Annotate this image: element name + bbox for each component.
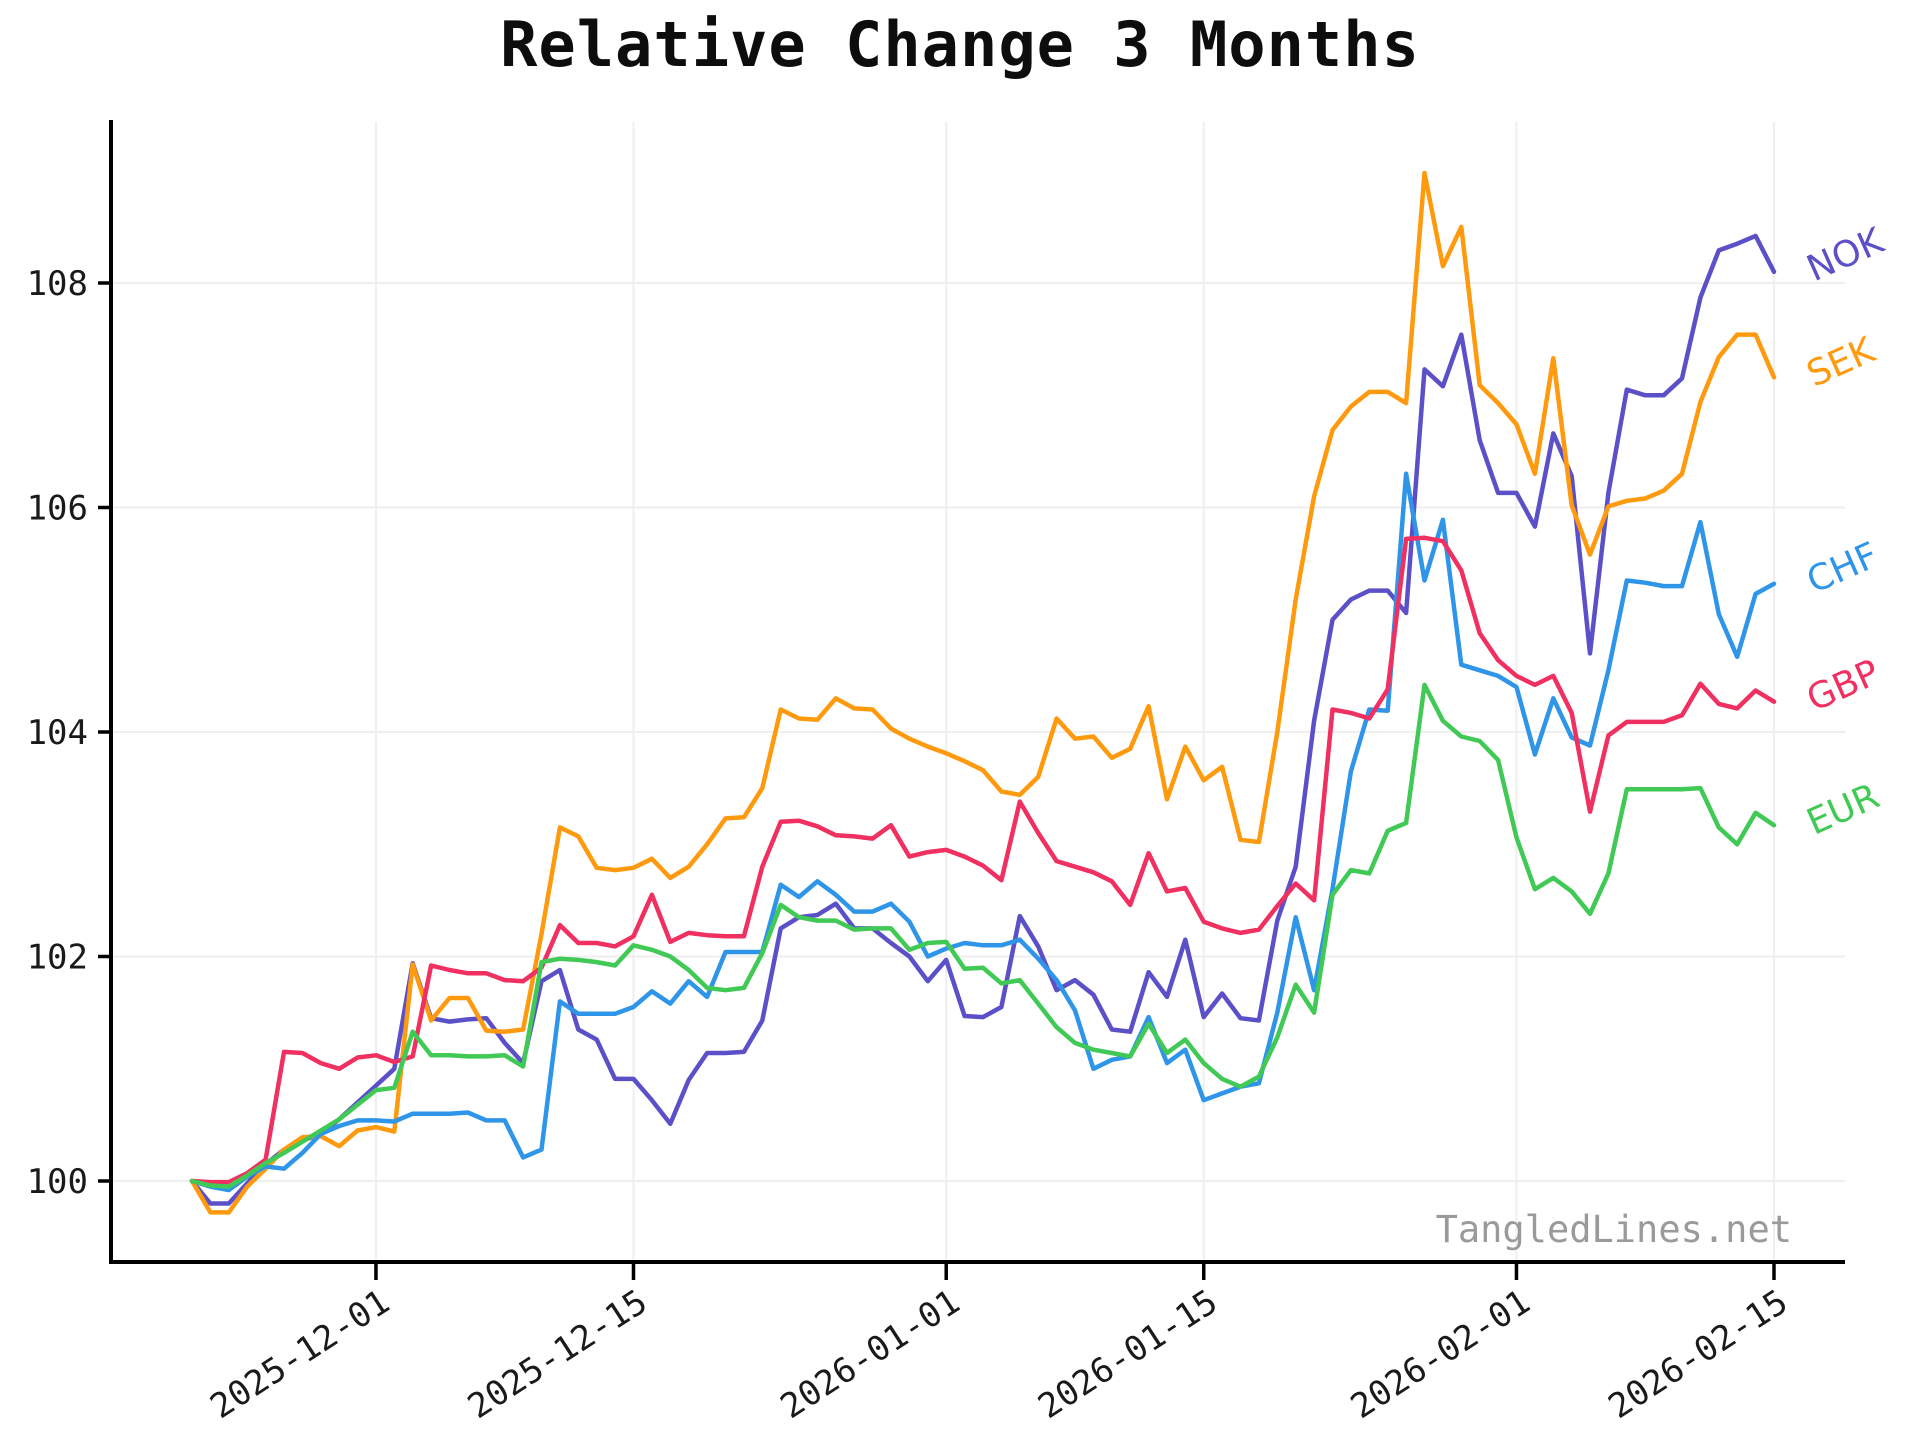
y-tick-label: 106 xyxy=(27,489,88,529)
series-line-gbp xyxy=(189,535,1777,1185)
y-tick-label: 100 xyxy=(27,1162,88,1202)
watermark-text: TangledLines.net xyxy=(1435,1208,1792,1251)
legend-label-gbp: GBP xyxy=(1801,652,1886,720)
legend-label-nok: NOK xyxy=(1801,220,1891,290)
x-tick-label: 2025-12-01 xyxy=(203,1282,396,1427)
y-tick-label: 104 xyxy=(27,713,88,753)
y-tick-label: 108 xyxy=(27,264,88,304)
series-line-chf xyxy=(189,471,1777,1193)
chart-title: Relative Change 3 Months xyxy=(500,8,1420,81)
x-tick-label: 2026-01-01 xyxy=(774,1282,967,1427)
series-line-sek xyxy=(189,170,1777,1215)
x-tick-label: 2026-02-01 xyxy=(1344,1282,1537,1427)
x-tick-label: 2025-12-15 xyxy=(461,1282,654,1427)
legend-label-chf: CHF xyxy=(1801,535,1884,602)
x-tick-label: 2026-02-15 xyxy=(1601,1282,1794,1427)
series-line-eur xyxy=(189,682,1777,1189)
legend-label-sek: SEK xyxy=(1801,329,1882,395)
series-line-nok xyxy=(189,233,1777,1206)
x-tick-label: 2026-01-15 xyxy=(1031,1282,1224,1427)
legend-label-eur: EUR xyxy=(1801,776,1885,844)
y-tick-label: 102 xyxy=(27,938,88,978)
